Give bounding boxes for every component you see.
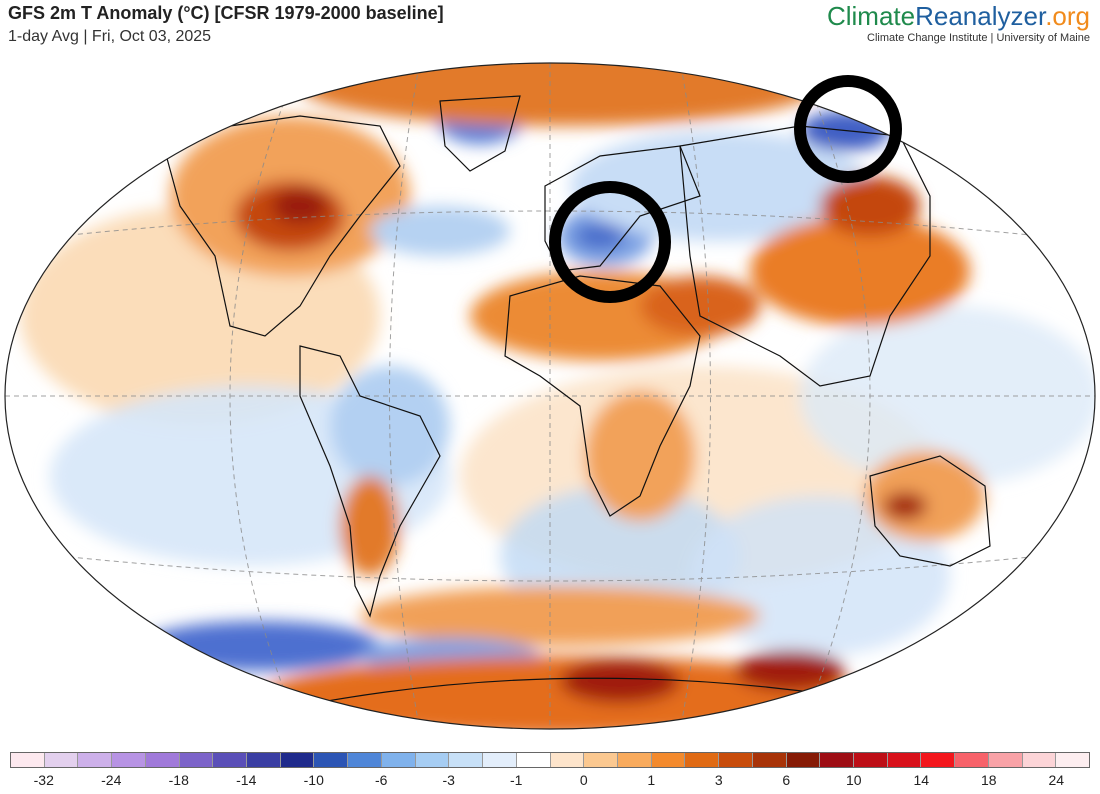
colorbar-cell xyxy=(853,753,888,767)
brand-name: ClimateReanalyzer.org xyxy=(827,2,1090,30)
colorbar-cell xyxy=(921,753,956,767)
colorbar-tick-label: -1 xyxy=(510,772,523,788)
globe-outline xyxy=(4,62,1096,730)
colorbar-cell xyxy=(887,753,922,767)
colorbar-tick-label: 1 xyxy=(647,772,656,788)
colorbar-cell xyxy=(719,753,753,767)
colorbar-tick-label: 6 xyxy=(782,772,791,788)
colorbar-cell xyxy=(651,753,686,767)
colorbar-cell xyxy=(1022,753,1057,767)
colorbar-cell xyxy=(449,753,484,767)
colorbar-cell xyxy=(78,753,113,767)
colorbar-tick-label: -24 xyxy=(101,772,122,788)
colorbar-cell xyxy=(516,753,551,767)
colorbar-cell xyxy=(381,753,416,767)
colorbar-cell xyxy=(179,753,214,767)
colorbar-cell xyxy=(415,753,450,767)
colorbar-cell xyxy=(584,753,618,767)
colorbar-tick-label: 0 xyxy=(579,772,588,788)
brand-name-reanalyzer: Reanalyzer xyxy=(915,1,1046,31)
colorbar-tick-label: 3 xyxy=(714,772,723,788)
brand-name-org: .org xyxy=(1045,1,1090,31)
colorbar-cell xyxy=(213,753,248,767)
colorbar-cell xyxy=(348,753,382,767)
colorbar-tick-label: -6 xyxy=(375,772,388,788)
annotation-circle-siberia xyxy=(794,75,902,183)
colorbar-cell xyxy=(483,753,517,767)
colorbar-cell xyxy=(314,753,349,767)
colorbar-cell xyxy=(280,753,315,767)
brand-logo[interactable]: ClimateReanalyzer.org Climate Change Ins… xyxy=(827,2,1090,44)
brand-name-climate: Climate xyxy=(826,1,916,31)
colorbar-cell xyxy=(44,753,79,767)
colorbar-cell xyxy=(145,753,180,767)
colorbar-cell xyxy=(685,753,720,767)
colorbar-cell xyxy=(786,753,821,767)
colorbar-tick-label: -18 xyxy=(168,772,189,788)
colorbar-cell xyxy=(752,753,787,767)
colorbar-tick-label: 10 xyxy=(845,772,862,788)
colorbar-cell xyxy=(988,753,1023,767)
annotation-circle-europe xyxy=(549,181,671,303)
colorbar-tick-label: -32 xyxy=(33,772,54,788)
colorbar-tick-label: 14 xyxy=(913,772,930,788)
colorbar-cell xyxy=(820,753,854,767)
colorbar-cell xyxy=(247,753,281,767)
brand-tagline: Climate Change Institute | University of… xyxy=(867,32,1090,44)
colorbar-tick-label: 18 xyxy=(980,772,997,788)
colorbar-ticks: -32-24-18-14-10-6-3-101361014182432 xyxy=(10,772,1090,792)
chart-subtitle: 1-day Avg | Fri, Oct 03, 2025 xyxy=(8,28,212,45)
anomaly-field xyxy=(5,63,1095,729)
colorbar-cell xyxy=(617,753,652,767)
chart-title: GFS 2m T Anomaly (°C) [CFSR 1979-2000 ba… xyxy=(8,3,444,23)
colorbar-cell xyxy=(955,753,989,767)
colorbar-tick-label: -3 xyxy=(442,772,455,788)
colorbar-tick-label: -14 xyxy=(236,772,257,788)
colorbar-tick-label: -10 xyxy=(303,772,324,788)
world-map xyxy=(0,56,1100,736)
colorbar-cell xyxy=(11,753,45,767)
colorbar-cell xyxy=(1056,753,1089,767)
colorbar xyxy=(10,752,1090,768)
colorbar-tick-label: 24 xyxy=(1048,772,1065,788)
graticule xyxy=(5,63,1095,729)
colorbar-cell xyxy=(112,753,146,767)
colorbar-cell xyxy=(550,753,585,767)
